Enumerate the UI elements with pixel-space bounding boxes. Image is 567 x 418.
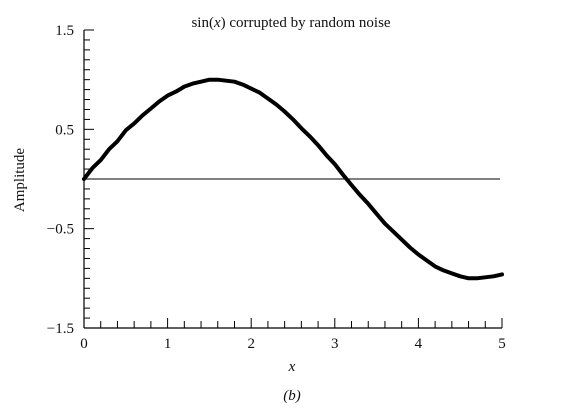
x-tick-label: 5 [498,336,506,352]
x-tick-label: 0 [80,336,88,352]
x-tick-label: 3 [331,336,339,352]
y-tick-label: −0.5 [47,222,74,238]
series-group [82,77,504,281]
chart-title-suffix: ) corrupted by random noise [221,15,391,31]
y-axis-title: Amplitude [12,148,28,213]
chart-title-prefix: sin( [191,15,214,31]
tick-labels: 0 1 2 3 4 5 −1.5 −0.5 0.5 1.5 [47,23,506,352]
y-tick-label: 1.5 [55,23,74,39]
x-tick-label: 4 [415,336,423,352]
x-axis-title: x [288,359,296,375]
y-tick-label: −1.5 [47,321,74,337]
figure-caption: (b) [283,388,301,404]
y-tick-label: 0.5 [55,122,74,138]
x-tick-label: 1 [164,336,172,352]
noisy-sine-series-line [82,77,504,281]
chart-title: sin(x) corrupted by random noise [191,15,390,31]
x-tick-label: 2 [247,336,255,352]
chart-title-variable: x [213,15,221,31]
